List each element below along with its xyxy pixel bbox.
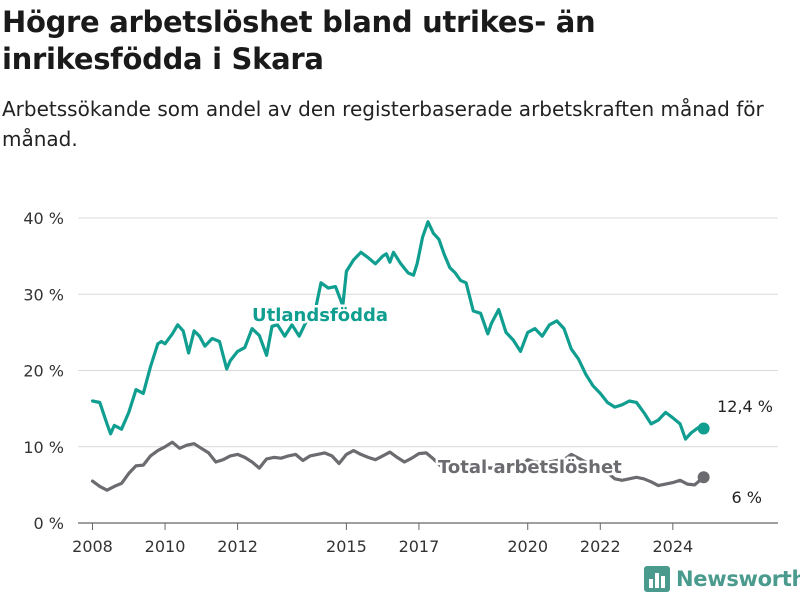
gridlines — [78, 217, 778, 524]
x-tick-label: 2012 — [217, 537, 258, 556]
y-tick-label: 40 % — [23, 209, 64, 228]
x-tick-label: 2024 — [652, 537, 693, 556]
bar-chart-icon — [644, 566, 670, 592]
series-lines — [90, 220, 710, 492]
brand-name: Newsworthy — [676, 567, 800, 591]
x-tick-label: 2020 — [507, 537, 548, 556]
series-name-total: Total arbetslöshet — [438, 457, 622, 478]
end-label-foreign: 12,4 % — [717, 397, 773, 416]
chart-subtitle: Arbetssökande som andel av den registerb… — [2, 97, 764, 151]
series-name-foreign: Utlandsfödda — [252, 305, 388, 326]
x-axis-ticks: 2008 2010 2012 2015 2017 2020 2022 2024 — [72, 523, 693, 556]
newsworthy-logo: Newsworthy — [644, 566, 800, 592]
y-tick-label: 20 % — [23, 362, 64, 381]
end-point-foreign — [697, 422, 710, 435]
end-label-total: 6 % — [732, 488, 762, 507]
y-tick-label: 30 % — [23, 285, 64, 304]
series-labels: Total arbetslöshet 6 % Utlandsfödda 12,4 % — [250, 303, 776, 510]
series-line-foreign — [90, 220, 706, 441]
y-tick-label: 0 % — [34, 514, 64, 533]
x-tick-label: 2017 — [399, 537, 440, 556]
y-tick-label: 10 % — [23, 438, 64, 457]
series-line-total — [90, 440, 706, 492]
x-tick-label: 2015 — [326, 537, 367, 556]
x-tick-label: 2008 — [72, 537, 113, 556]
x-tick-label: 2010 — [145, 537, 186, 556]
end-point-total — [697, 471, 710, 484]
y-axis-ticks: 0 % 10 % 20 % 30 % 40 % — [23, 209, 64, 533]
x-tick-label: 2022 — [580, 537, 621, 556]
chart-title: Högre arbetslöshet bland utrikes- än inr… — [2, 5, 596, 76]
